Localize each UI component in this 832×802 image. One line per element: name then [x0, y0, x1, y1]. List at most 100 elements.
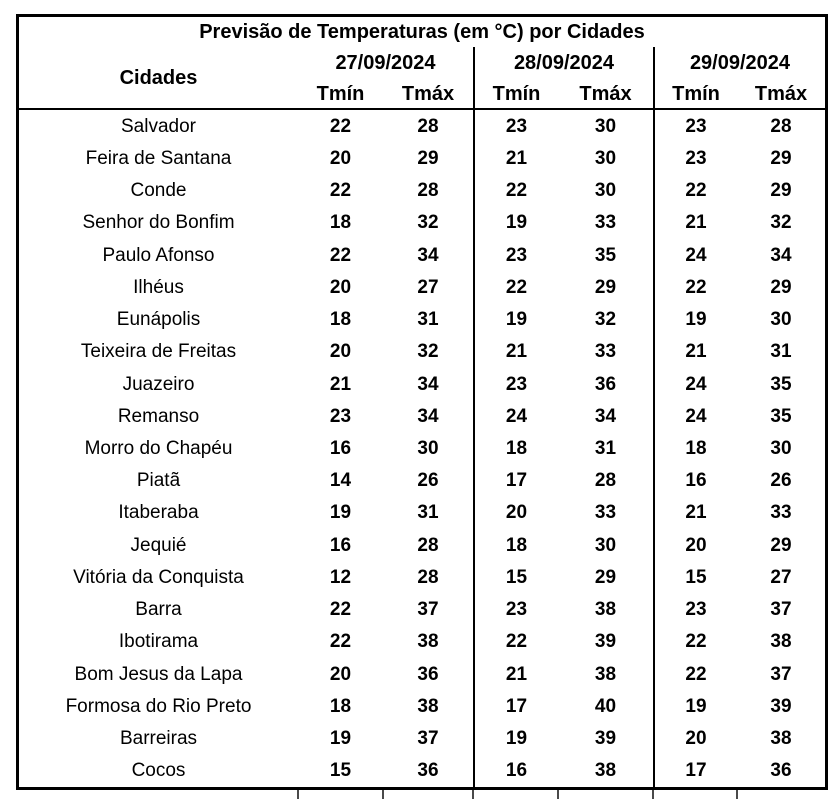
- city-cell: Cocos: [131, 760, 186, 782]
- temp-cell: 33: [594, 502, 617, 524]
- temp-cell: 28: [770, 115, 792, 137]
- temp-cell: 22: [473, 625, 558, 659]
- temp-cell: 22: [329, 180, 352, 202]
- temp-cell: 39: [594, 728, 617, 750]
- temp-cell: 17: [653, 754, 737, 787]
- temp-cell: 18: [473, 529, 558, 562]
- temp-cell: 28: [594, 470, 617, 492]
- city-cell: Eunápolis: [116, 309, 201, 331]
- temp-cell: 38: [594, 599, 617, 621]
- city-cell: Remanso: [117, 405, 200, 427]
- temp-cell: 39: [594, 631, 617, 653]
- temp-cell: 33: [594, 212, 617, 234]
- temp-cell: 30: [770, 437, 792, 459]
- temp-cell: 18: [329, 309, 352, 331]
- temp-cell: 24: [653, 400, 737, 433]
- temp-cell: 22: [653, 174, 737, 207]
- gridline-tick: [382, 790, 384, 799]
- temp-cell: 23: [653, 110, 737, 143]
- temp-cell: 35: [594, 244, 617, 266]
- city-cell: Formosa do Rio Preto: [65, 695, 252, 717]
- temp-cell: 20: [653, 529, 737, 562]
- temp-cell: 22: [653, 658, 737, 691]
- temp-cell: 26: [417, 470, 439, 492]
- temp-cell: 24: [653, 367, 737, 401]
- date-header-1: 27/09/2024: [335, 52, 436, 74]
- temp-cell: 22: [653, 271, 737, 304]
- temp-cell: 23: [329, 405, 352, 427]
- temp-cell: 23: [653, 593, 737, 626]
- tmax-header-2: Tmáx: [558, 79, 653, 110]
- temp-cell: 18: [329, 212, 352, 234]
- city-cell: Ilhéus: [133, 276, 184, 298]
- temp-cell: 20: [329, 276, 352, 298]
- temp-cell: 36: [417, 760, 439, 782]
- temp-cell: 30: [594, 115, 617, 137]
- city-cell: Ibotirama: [118, 631, 199, 653]
- city-cell: Morro do Chapéu: [84, 437, 233, 459]
- temp-cell: 15: [653, 561, 737, 594]
- temp-cell: 18: [473, 432, 558, 465]
- temp-cell: 34: [594, 405, 617, 427]
- tmin-header-3: Tmín: [653, 79, 737, 110]
- city-cell: Vitória da Conquista: [73, 566, 244, 588]
- temp-cell: 35: [770, 405, 792, 427]
- temp-cell: 36: [770, 760, 792, 782]
- temp-cell: 16: [653, 464, 737, 497]
- temp-cell: 22: [329, 599, 352, 621]
- temp-cell: 28: [417, 180, 439, 202]
- city-cell: Itaberaba: [118, 502, 199, 524]
- city-cell: Paulo Afonso: [102, 244, 215, 266]
- temp-cell: 15: [473, 561, 558, 594]
- temp-cell: 20: [329, 341, 352, 363]
- temp-cell: 19: [473, 303, 558, 336]
- temp-cell: 29: [594, 276, 617, 298]
- temp-cell: 27: [417, 276, 439, 298]
- temp-cell: 16: [329, 437, 352, 459]
- gridline-tick: [736, 790, 738, 799]
- temp-cell: 26: [770, 470, 792, 492]
- temp-cell: 23: [653, 142, 737, 175]
- temp-cell: 21: [653, 206, 737, 239]
- temp-cell: 19: [329, 728, 352, 750]
- temp-cell: 29: [770, 534, 792, 556]
- temp-cell: 31: [417, 309, 439, 331]
- date-header-2: 28/09/2024: [473, 47, 653, 79]
- temp-cell: 23: [473, 238, 558, 272]
- temp-cell: 19: [653, 690, 737, 723]
- city-cell: Conde: [130, 180, 187, 202]
- temp-cell: 22: [329, 631, 352, 653]
- temperature-table: Previsão de Temperaturas (em °C) por Cid…: [16, 14, 828, 790]
- tmax-header-3: Tmáx: [737, 79, 825, 110]
- temp-cell: 21: [653, 335, 737, 368]
- temp-cell: 39: [770, 695, 792, 717]
- temp-cell: 22: [473, 271, 558, 304]
- temp-cell: 36: [594, 373, 617, 395]
- temp-cell: 21: [329, 373, 352, 395]
- temp-cell: 37: [417, 599, 439, 621]
- city-cell: Salvador: [121, 115, 196, 137]
- temp-cell: 23: [473, 110, 558, 143]
- temp-cell: 19: [473, 206, 558, 239]
- gridline-tick: [557, 790, 559, 799]
- temp-cell: 22: [329, 244, 352, 266]
- temp-cell: 24: [653, 238, 737, 272]
- temp-cell: 23: [473, 367, 558, 401]
- city-cell: Barra: [135, 599, 182, 621]
- temp-cell: 37: [770, 599, 792, 621]
- temp-cell: 23: [473, 593, 558, 626]
- temp-cell: 29: [770, 276, 792, 298]
- temp-cell: 20: [329, 147, 352, 169]
- temp-cell: 37: [770, 663, 792, 685]
- temp-cell: 22: [473, 174, 558, 207]
- temp-cell: 27: [770, 566, 792, 588]
- temp-cell: 40: [594, 695, 617, 717]
- temp-cell: 32: [417, 212, 439, 234]
- temp-cell: 12: [329, 566, 352, 588]
- temp-cell: 37: [417, 728, 439, 750]
- temp-cell: 30: [594, 147, 617, 169]
- temp-cell: 34: [770, 244, 792, 266]
- temp-cell: 14: [329, 470, 352, 492]
- temp-cell: 38: [770, 728, 792, 750]
- temp-cell: 15: [329, 760, 352, 782]
